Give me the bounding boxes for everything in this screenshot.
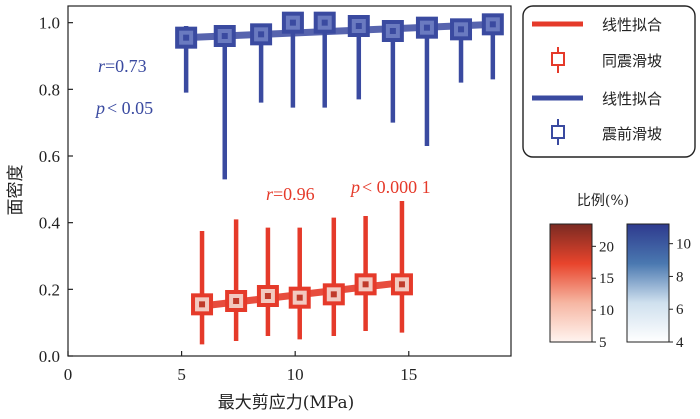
colorbar-title: 比例(%) — [577, 193, 629, 209]
coseismic-point-center — [199, 301, 206, 308]
y-tick-label: 0.4 — [39, 214, 61, 233]
pre-earthquake-point-center — [289, 19, 296, 26]
y-axis-ticks: 0.0 0.2 0.4 0.6 0.8 1.0 — [39, 14, 73, 366]
pre-earthquake-point-center — [489, 21, 496, 28]
blue-colorbar-tick-label: 8 — [676, 269, 684, 285]
pre-earthquake-point-center — [389, 28, 396, 34]
blue-colorbar — [626, 223, 670, 343]
y-tick-label: 0.6 — [39, 147, 60, 166]
y-axis-label: 面密度 — [6, 165, 26, 216]
y-tick-label: 0.2 — [39, 280, 60, 299]
red-colorbar-tick-label: 5 — [599, 335, 607, 351]
coseismic-point-center — [398, 281, 405, 288]
plot-frame — [67, 5, 512, 357]
blue-p-annotation: p < 0.05 — [94, 98, 153, 118]
x-tick-label: 5 — [177, 365, 186, 384]
red-colorbar — [549, 223, 593, 343]
coseismic-point-center — [362, 281, 369, 288]
colorbars: 比例(%) 5 10 15 20 4 6 8 10 — [549, 193, 691, 351]
y-tick-label: 0.8 — [39, 80, 60, 99]
pre-earthquake-fit-line — [182, 20, 497, 42]
blue-colorbar-tick-label: 6 — [676, 302, 684, 318]
red-r-annotation: r=0.96 — [266, 184, 315, 204]
coseismic-point-center — [296, 294, 303, 301]
x-tick-label: 10 — [287, 365, 304, 384]
x-tick-label: 15 — [400, 365, 417, 384]
coseismic-point-center — [233, 298, 240, 304]
y-tick-label: 0.0 — [39, 347, 60, 366]
red-p-annotation: p < 0.000 1 — [349, 177, 431, 197]
legend-label-coseismic: 同震滑坡 — [602, 52, 662, 70]
legend-red-marker — [551, 47, 565, 73]
x-tick-label: 0 — [64, 365, 73, 384]
red-colorbar-ticks: 5 10 15 20 — [592, 239, 614, 351]
pre-earthquake-point-center — [258, 31, 265, 38]
coseismic-series — [191, 201, 413, 345]
pre-earthquake-point-center — [423, 24, 430, 31]
blue-colorbar-ticks: 4 6 8 10 — [669, 237, 691, 351]
red-colorbar-tick-label: 20 — [599, 239, 614, 255]
legend-box — [522, 5, 696, 158]
blue-r-annotation: r=0.73 — [98, 56, 147, 76]
pre-earthquake-point-center — [458, 26, 465, 33]
legend: 线性拟合 同震滑坡 线性拟合 震前滑坡 — [522, 5, 696, 158]
pre-earthquake-point-center — [355, 23, 362, 29]
red-colorbar-tick-label: 10 — [599, 303, 614, 319]
y-tick-label: 1.0 — [39, 14, 60, 33]
legend-label-red-fit: 线性拟合 — [602, 16, 662, 34]
plot-area: 0 5 10 15 0.0 0.2 0.4 0.6 0.8 1.0 — [39, 5, 512, 384]
blue-colorbar-tick-label: 10 — [676, 237, 691, 253]
legend-label-pre-earthquake: 震前滑坡 — [602, 125, 662, 143]
pre-earthquake-point-center — [221, 33, 228, 39]
red-colorbar-tick-label: 15 — [599, 271, 614, 287]
legend-blue-marker — [551, 119, 565, 145]
x-axis-label: 最大剪应力(MPa) — [218, 393, 354, 413]
pre-earthquake-series — [175, 11, 504, 180]
blue-colorbar-tick-label: 4 — [676, 335, 684, 351]
coseismic-point-center — [264, 293, 271, 299]
x-axis-ticks: 0 5 10 15 — [64, 351, 417, 384]
legend-label-blue-fit: 线性拟合 — [602, 90, 662, 108]
pre-earthquake-point-center — [183, 34, 190, 41]
pre-earthquake-point-center — [321, 19, 328, 26]
coseismic-point-center — [330, 291, 337, 298]
